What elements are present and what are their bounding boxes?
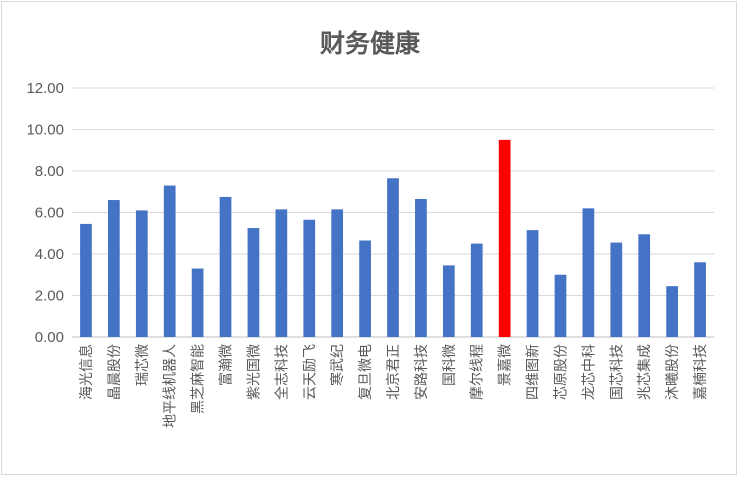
bar-7	[247, 228, 260, 337]
x-category-label: 安路科技	[414, 344, 430, 400]
x-category-label: 嘉楠科技	[693, 344, 709, 400]
x-category-label: 龙芯中科	[581, 344, 597, 400]
bar-18	[554, 274, 567, 337]
chart-title: 财务健康	[319, 29, 420, 58]
bar-15	[470, 243, 483, 337]
y-tick-label: 0.00	[35, 329, 64, 346]
x-category-label: 地平线机器人	[163, 344, 179, 428]
y-tick-label: 2.00	[35, 288, 64, 305]
y-tick-label: 12.00	[26, 80, 64, 97]
bar-13	[415, 199, 427, 337]
bar-22	[666, 286, 678, 337]
bar-3	[135, 210, 148, 337]
x-category-label: 紫光国微	[246, 344, 262, 400]
bar-16	[498, 139, 511, 337]
bar-2	[108, 200, 120, 337]
x-category-label: 云天励飞	[302, 344, 318, 400]
x-category-label: 沐曦股份	[665, 344, 681, 400]
bar-10	[331, 209, 344, 337]
x-category-label: 北京君正	[386, 344, 402, 400]
x-category-label: 晶晨股份	[107, 344, 123, 400]
bar-5	[191, 268, 204, 337]
x-category-label: 兆芯集成	[636, 344, 653, 400]
x-category-label: 复旦微电	[357, 344, 374, 400]
y-tick-label: 6.00	[35, 205, 64, 222]
x-category-label: 国科微	[442, 344, 458, 386]
x-category-label: 寒武纪	[329, 344, 346, 386]
bar-1	[80, 223, 92, 337]
x-category-label: 芯原股份	[553, 344, 569, 400]
y-tick-label: 8.00	[35, 163, 64, 180]
bar-20	[610, 242, 623, 337]
x-category-label: 国芯科技	[609, 344, 625, 400]
x-category-label: 瑞芯微	[135, 344, 151, 386]
x-category-label: 富瀚微	[218, 344, 235, 386]
bar-9	[303, 219, 316, 337]
bar-21	[638, 234, 651, 337]
x-category-label: 海光信息	[78, 344, 95, 400]
y-tick-label: 10.00	[26, 122, 64, 139]
bar-14	[442, 265, 455, 337]
x-category-label: 全志科技	[273, 344, 290, 400]
bar-8	[275, 209, 288, 337]
x-category-label: 摩尔线程	[469, 344, 486, 400]
y-tick-label: 4.00	[35, 246, 64, 263]
bar-19	[582, 208, 595, 337]
bar-23	[694, 262, 706, 337]
bar-17	[526, 230, 539, 337]
x-category-label: 景嘉微	[498, 344, 514, 386]
bar-4	[163, 185, 176, 337]
bar-11	[359, 240, 371, 337]
x-category-label: 四维图新	[526, 344, 542, 400]
bar-6	[219, 196, 232, 337]
x-category-label: 黑芝麻智能	[191, 344, 207, 414]
bar-12	[387, 178, 399, 337]
